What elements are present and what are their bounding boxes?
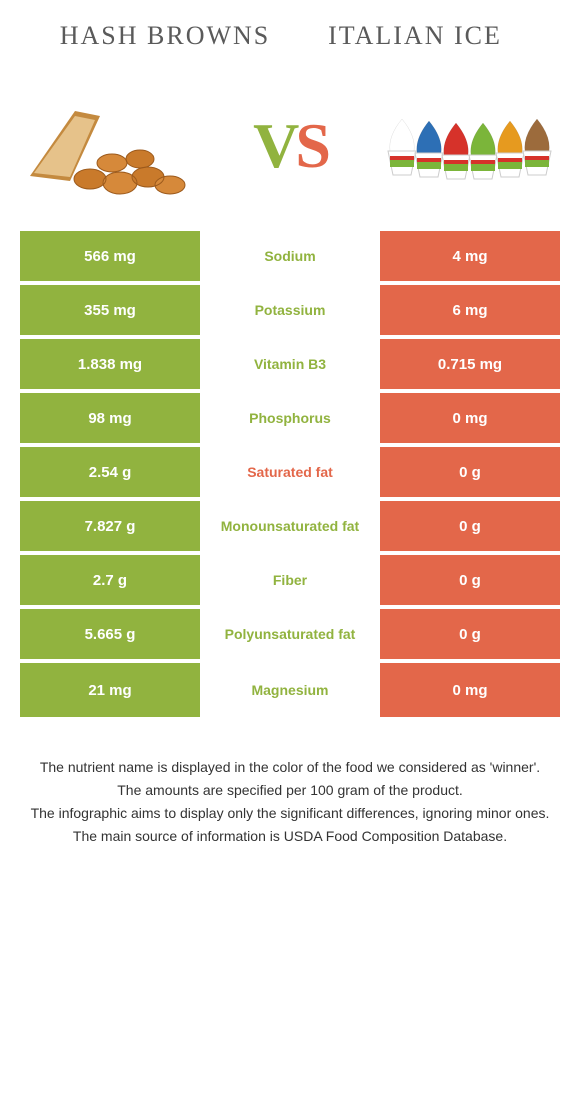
left-value: 21 mg: [20, 663, 200, 717]
vs-v: V: [253, 109, 295, 183]
footer-line: The infographic aims to display only the…: [20, 803, 560, 824]
table-row: 2.7 gFiber0 g: [20, 555, 560, 609]
footer-line: The main source of information is USDA F…: [20, 826, 560, 847]
table-row: 21 mgMagnesium0 mg: [20, 663, 560, 717]
right-value: 0 g: [380, 501, 560, 551]
right-value: 0.715 mg: [380, 339, 560, 389]
nutrient-label: Fiber: [200, 555, 380, 605]
right-value: 0 g: [380, 555, 560, 605]
right-value: 6 mg: [380, 285, 560, 335]
table-row: 2.54 gSaturated fat0 g: [20, 447, 560, 501]
images-row: VS: [0, 61, 580, 231]
nutrient-label: Vitamin B3: [200, 339, 380, 389]
nutrient-label: Magnesium: [200, 663, 380, 717]
right-value: 0 g: [380, 609, 560, 659]
vs-label: VS: [253, 109, 327, 183]
hash-browns-image: [20, 91, 200, 201]
right-value: 0 g: [380, 447, 560, 497]
left-value: 566 mg: [20, 231, 200, 281]
table-row: 5.665 gPolyunsaturated fat0 g: [20, 609, 560, 663]
table-row: 1.838 mgVitamin B30.715 mg: [20, 339, 560, 393]
table-row: 566 mgSodium4 mg: [20, 231, 560, 285]
nutrient-label: Potassium: [200, 285, 380, 335]
right-value: 0 mg: [380, 393, 560, 443]
right-value: 4 mg: [380, 231, 560, 281]
nutrient-label: Polyunsaturated fat: [200, 609, 380, 659]
table-row: 7.827 gMonounsaturated fat0 g: [20, 501, 560, 555]
header: Hash browns Italian ice: [0, 0, 580, 61]
nutrient-label: Phosphorus: [200, 393, 380, 443]
table-row: 98 mgPhosphorus0 mg: [20, 393, 560, 447]
footer-line: The nutrient name is displayed in the co…: [20, 757, 560, 778]
nutrient-table: 566 mgSodium4 mg355 mgPotassium6 mg1.838…: [20, 231, 560, 717]
left-value: 7.827 g: [20, 501, 200, 551]
right-value: 0 mg: [380, 663, 560, 717]
vs-s: S: [295, 109, 327, 183]
nutrient-label: Monounsaturated fat: [200, 501, 380, 551]
footer-line: The amounts are specified per 100 gram o…: [20, 780, 560, 801]
left-value: 5.665 g: [20, 609, 200, 659]
food-title-right: Italian ice: [290, 20, 540, 51]
food-title-left: Hash browns: [40, 20, 290, 51]
italian-ice-image: [380, 91, 560, 201]
table-row: 355 mgPotassium6 mg: [20, 285, 560, 339]
nutrient-label: Sodium: [200, 231, 380, 281]
left-value: 2.7 g: [20, 555, 200, 605]
left-value: 2.54 g: [20, 447, 200, 497]
left-value: 1.838 mg: [20, 339, 200, 389]
nutrient-label: Saturated fat: [200, 447, 380, 497]
left-value: 355 mg: [20, 285, 200, 335]
footer-notes: The nutrient name is displayed in the co…: [0, 757, 580, 869]
left-value: 98 mg: [20, 393, 200, 443]
